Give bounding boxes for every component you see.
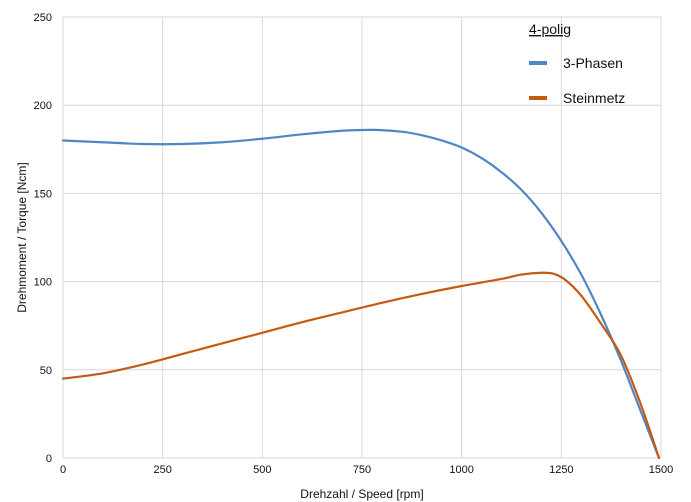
x-tick-label: 250 [153, 464, 171, 476]
series-line-1 [61, 128, 661, 460]
tick-labels: 0 250 500 750 1000 1250 1500 0 50 100 150 200 250 [34, 12, 674, 476]
x-tick-label: 1250 [549, 464, 573, 476]
legend-label-2: Steinmetz [563, 90, 625, 106]
y-tick-label: 100 [34, 277, 52, 289]
y-axis-title: Drehmoment / Torque [Ncm] [15, 162, 29, 313]
y-tick-label: 50 [40, 365, 52, 377]
y-tick-label: 0 [46, 453, 52, 465]
x-axis-title: Drehzahl / Speed [rpm] [300, 487, 423, 501]
legend-title: 4-polig [529, 21, 571, 37]
x-tick-label: 1000 [449, 464, 473, 476]
x-tick-label: 500 [253, 464, 271, 476]
x-tick-label: 750 [353, 464, 371, 476]
x-tick-label: 1500 [649, 464, 673, 476]
y-tick-label: 200 [34, 100, 52, 112]
grid [62, 16, 662, 459]
y-tick-label: 250 [34, 12, 52, 24]
y-tick-label: 150 [34, 188, 52, 200]
legend-label-1: 3-Phasen [563, 55, 623, 71]
legend: 4-polig 3-Phasen Steinmetz [529, 21, 625, 106]
series-line-2 [61, 271, 661, 460]
series-layer [61, 128, 661, 460]
x-tick-label: 0 [60, 464, 66, 476]
